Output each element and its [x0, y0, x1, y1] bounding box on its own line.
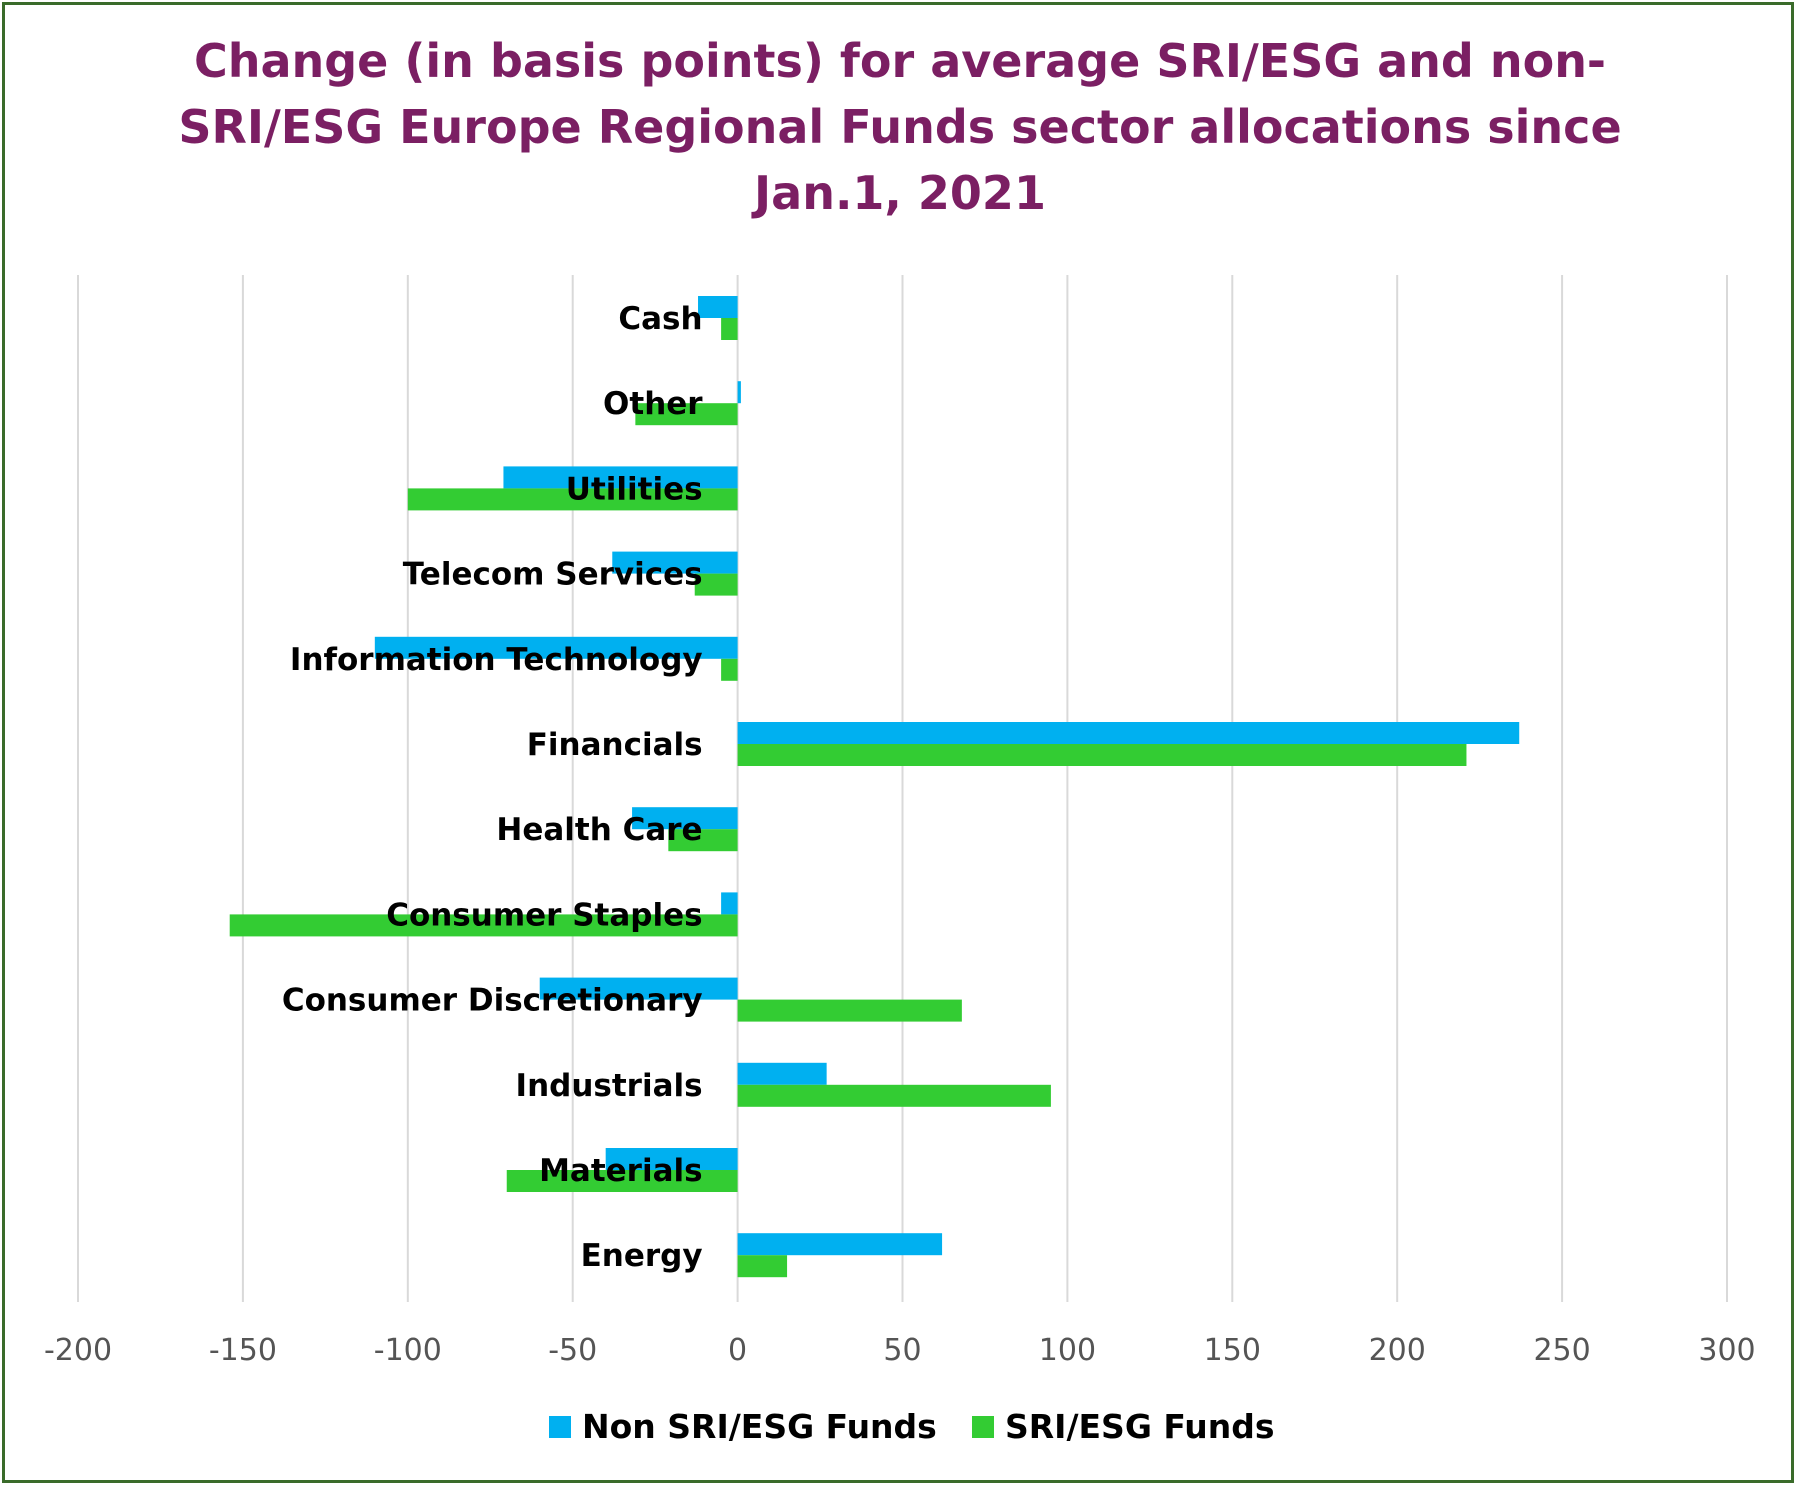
bar-sri-esg	[721, 318, 738, 340]
category-label: Telecom Services	[403, 557, 703, 593]
category-label: Financials	[527, 727, 703, 763]
legend-label: SRI/ESG Funds	[1005, 1407, 1275, 1446]
bar-non-sri-esg	[737, 1233, 943, 1256]
bar-sri-esg	[668, 829, 738, 852]
category-label: Health Care	[496, 812, 702, 848]
bar-non-sri-esg	[698, 296, 738, 318]
x-tick-label: 0	[728, 1333, 747, 1368]
legend: Non SRI/ESG Funds SRI/ESG Funds	[549, 1407, 1275, 1446]
bar-sri-esg	[635, 403, 738, 426]
bar-sri-esg	[737, 1084, 1051, 1107]
bar-non-sri-esg	[374, 636, 738, 659]
bar-non-sri-esg	[737, 722, 1520, 744]
gridlines	[77, 275, 1728, 1302]
bar-non-sri-esg	[737, 381, 741, 404]
bars	[229, 296, 1520, 1278]
x-tick-label: 150	[1204, 1333, 1261, 1368]
bar-sri-esg	[694, 573, 738, 596]
bar-sri-esg	[737, 744, 1467, 766]
x-tick-label: -150	[209, 1333, 277, 1368]
bar-sri-esg	[721, 658, 738, 681]
x-tick-label: -100	[374, 1333, 442, 1368]
bar-sri-esg	[737, 1255, 788, 1278]
bar-non-sri-esg	[539, 977, 738, 1000]
bar-sri-esg	[737, 999, 962, 1022]
x-tick-label: -200	[44, 1333, 112, 1368]
chart-title: Change (in basis points) for average SRI…	[178, 34, 1622, 220]
x-tick-label: -50	[548, 1333, 597, 1368]
bar-sri-esg	[229, 914, 738, 937]
x-tick-label: 250	[1533, 1333, 1590, 1368]
x-tick-labels: -200 -150 -100 -50 0 50 100 150 200 250 300	[44, 1333, 1756, 1368]
category-label: Information Technology	[290, 642, 703, 678]
legend-label: Non SRI/ESG Funds	[582, 1407, 937, 1446]
bar-non-sri-esg	[503, 466, 738, 489]
category-label: Materials	[539, 1153, 703, 1189]
x-tick-label: 50	[883, 1333, 921, 1368]
bar-non-sri-esg	[737, 1062, 827, 1085]
x-tick-label: 200	[1369, 1333, 1426, 1368]
bar-non-sri-esg	[612, 551, 738, 574]
category-label: Consumer Discretionary	[282, 983, 703, 1019]
category-label: Consumer Staples	[386, 897, 702, 933]
category-label: Other	[603, 386, 703, 422]
bar-sri-esg	[506, 1170, 738, 1192]
category-labels: Cash Other Utilities Telecom Services Inform…	[282, 301, 703, 1274]
category-label: Cash	[618, 301, 702, 337]
category-label: Industrials	[516, 1068, 703, 1104]
category-label: Energy	[581, 1238, 703, 1274]
bar-non-sri-esg	[605, 1148, 738, 1170]
legend-swatch	[549, 1416, 571, 1438]
bar-non-sri-esg	[721, 892, 738, 915]
bar-non-sri-esg	[632, 807, 738, 830]
legend-swatch	[972, 1416, 994, 1438]
x-tick-label: 300	[1698, 1333, 1755, 1368]
category-label: Utilities	[566, 471, 703, 507]
bar-sri-esg	[407, 488, 738, 511]
x-tick-label: 100	[1039, 1333, 1096, 1368]
